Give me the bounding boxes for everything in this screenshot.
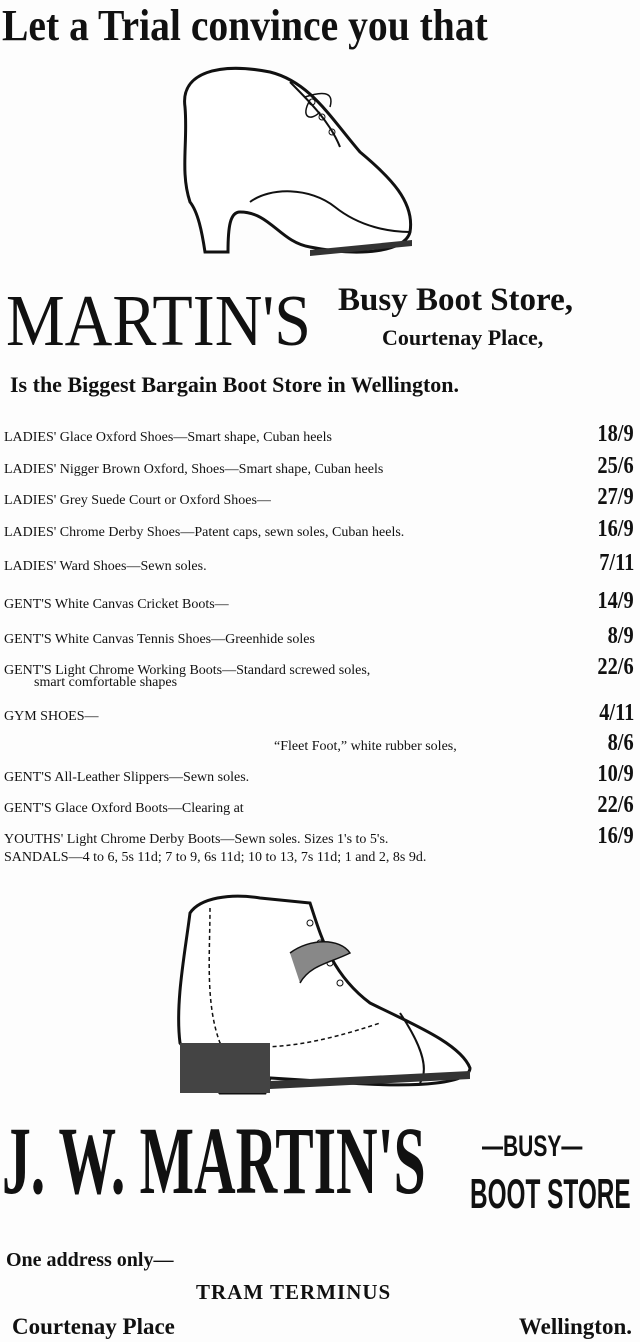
store-subtitle: Busy Boot Store,	[338, 282, 573, 318]
item-price: 8/6	[607, 730, 634, 756]
item-description: GENT'S Light Chrome Working Boots—Standa…	[4, 663, 371, 678]
city: Wellington.	[518, 1314, 632, 1339]
item-subdescription: smart comfortable shapes	[34, 675, 178, 690]
footer-store-name: J. W. MARTIN'S	[2, 1107, 426, 1214]
price-row: LADIES' Nigger Brown Oxford, Shoes—Smart…	[4, 450, 634, 480]
boot-illustration	[177, 894, 472, 1095]
item-price: 10/9	[597, 761, 634, 787]
price-row: “Fleet Foot,” white rubber soles, 8/6	[4, 727, 634, 757]
item-description: LADIES' Ward Shoes—Sewn soles.	[4, 559, 207, 574]
price-row: GENT'S White Canvas Tennis Shoes—Greenhi…	[4, 620, 634, 650]
tagline: Is the Biggest Bargain Boot Store in Wel…	[10, 372, 460, 397]
sandals-line: SANDALS—4 to 6, 5s 11d; 7 to 9, 6s 11d; …	[4, 850, 427, 865]
street: Courtenay Place	[12, 1314, 175, 1339]
item-price: 22/6	[597, 792, 634, 818]
price-row: GENT'S Glace Oxford Boots—Clearing at 22/…	[4, 789, 634, 819]
item-description: GENT'S Glace Oxford Boots—Clearing at	[4, 801, 244, 816]
store-location: Courtenay Place,	[382, 325, 544, 350]
item-price: 25/6	[597, 453, 634, 479]
price-row: YOUTHS' Light Chrome Derby Boots—Sewn so…	[4, 820, 634, 850]
price-row: LADIES' Grey Suede Court or Oxford Shoes…	[4, 481, 634, 511]
tram-terminus: TRAM TERMINUS	[196, 1280, 392, 1304]
item-price: 4/11	[598, 700, 634, 726]
price-row: LADIES' Glace Oxford Shoes—Smart shape, …	[4, 418, 634, 448]
item-description: GENT'S White Canvas Tennis Shoes—Greenhi…	[4, 632, 315, 647]
item-price: 16/9	[597, 516, 634, 542]
item-price: 16/9	[597, 823, 634, 849]
item-description: LADIES' Chrome Derby Shoes—Patent caps, …	[4, 525, 405, 540]
item-price: 27/9	[597, 484, 634, 510]
price-row: GYM SHOES— 4/11	[4, 697, 634, 727]
item-price: 7/11	[598, 550, 634, 576]
item-description: GYM SHOES—	[4, 709, 99, 724]
item-description: YOUTHS' Light Chrome Derby Boots—Sewn so…	[4, 832, 389, 847]
address-note: One address only—	[6, 1249, 174, 1271]
item-price: 18/9	[597, 421, 634, 447]
store-name: MARTIN'S	[6, 281, 311, 362]
item-price: 8/9	[607, 623, 634, 649]
item-description: LADIES' Glace Oxford Shoes—Smart shape, …	[4, 430, 332, 445]
price-row: LADIES' Ward Shoes—Sewn soles. 7/11	[4, 547, 634, 577]
item-description: GENT'S White Canvas Cricket Boots—	[4, 597, 229, 612]
item-description: LADIES' Grey Suede Court or Oxford Shoes…	[4, 493, 271, 508]
headline: Let a Trial convince you that	[2, 1, 488, 50]
footer-busy: —BUSY—	[482, 1130, 583, 1163]
item-description: GENT'S All-Leather Slippers—Sewn soles.	[4, 770, 250, 785]
item-description: LADIES' Nigger Brown Oxford, Shoes—Smart…	[4, 462, 384, 477]
price-row: GENT'S Light Chrome Working Boots—Standa…	[4, 651, 634, 690]
price-row: LADIES' Chrome Derby Shoes—Patent caps, …	[4, 513, 634, 543]
price-row: GENT'S All-Leather Slippers—Sewn soles. 1…	[4, 758, 634, 788]
price-row: GENT'S White Canvas Cricket Boots— 14/9	[4, 585, 634, 615]
item-price: 22/6	[597, 654, 634, 680]
ladies-shoe-illustration	[183, 66, 413, 256]
item-description: “Fleet Foot,” white rubber soles,	[274, 739, 457, 754]
footer-boot-store: BOOT STORE	[470, 1170, 631, 1217]
item-price: 14/9	[597, 588, 634, 614]
